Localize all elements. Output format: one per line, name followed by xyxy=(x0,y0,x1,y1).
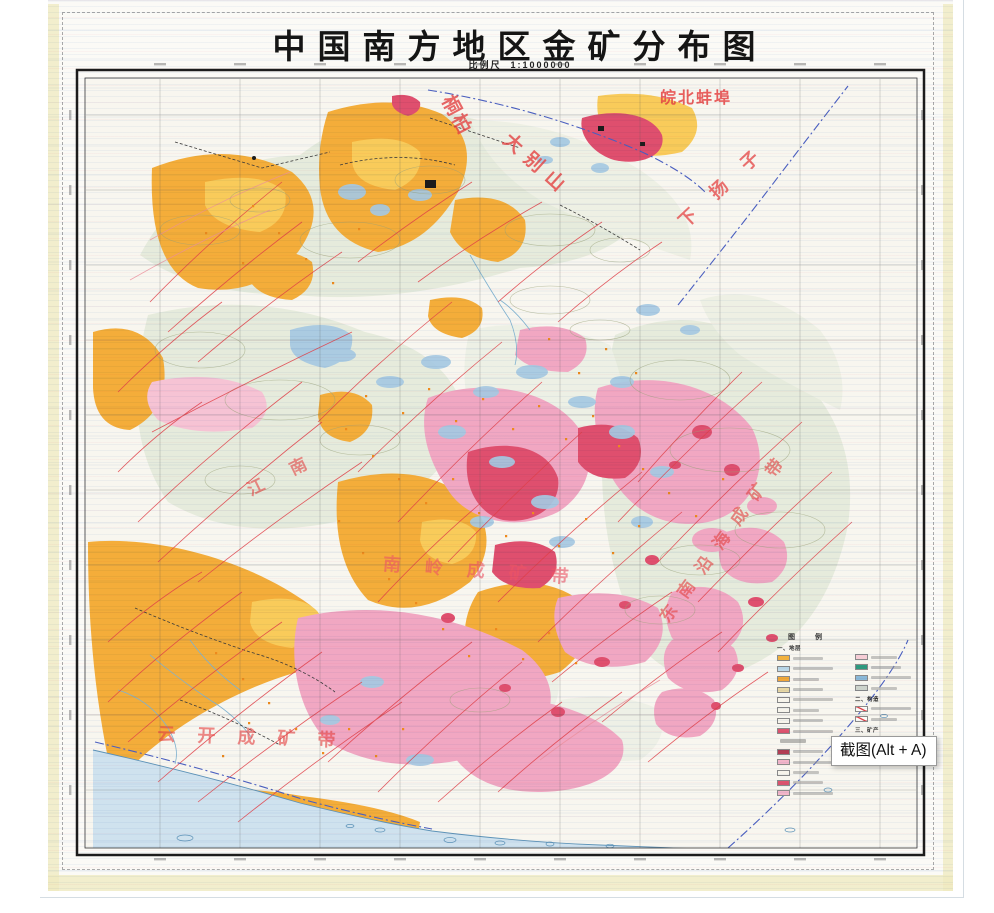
legend-row xyxy=(855,705,935,712)
scale-value: 1:1000000 xyxy=(510,60,572,70)
legend-color-chip xyxy=(855,664,868,671)
legend-row xyxy=(855,685,935,692)
legend-label-illegible xyxy=(793,781,823,785)
fault-lines-light xyxy=(129,171,661,761)
legend-column-left: 一、地层 xyxy=(777,645,853,801)
legend-section-heading: 二、构造 xyxy=(855,696,880,703)
blue-patches xyxy=(290,137,700,766)
legend-section-heading: 一、地层 xyxy=(777,646,802,653)
legend-row xyxy=(777,790,853,797)
legend-color-chip xyxy=(855,716,868,723)
paper-edge-right xyxy=(943,4,953,891)
legend-row xyxy=(855,716,935,723)
legend-color-chip xyxy=(855,674,868,681)
legend-label-illegible xyxy=(793,708,819,712)
legend-label-illegible xyxy=(793,750,823,754)
contour-lines xyxy=(154,165,826,713)
legend-label-illegible xyxy=(871,707,911,711)
legend-row: 二、构造 xyxy=(855,696,935,703)
rivers xyxy=(117,254,531,765)
legend-row xyxy=(777,696,853,703)
legend-label-illegible xyxy=(793,698,833,702)
legend-color-chip xyxy=(777,748,790,755)
legend-label-illegible xyxy=(871,665,901,669)
legend-row: 三、矿产 xyxy=(855,727,935,734)
paper-edge-bottom xyxy=(48,875,953,891)
legend-row: 一、地层 xyxy=(777,645,853,653)
paper-edge-left xyxy=(48,4,59,891)
legend-label-illegible xyxy=(793,729,833,733)
screenshot-tooltip[interactable]: 截图(Alt + A) xyxy=(831,736,937,766)
map-scale: 比例尺 1:1000000 xyxy=(120,58,920,71)
legend-color-chip xyxy=(777,655,790,662)
legend-color-chip xyxy=(777,759,790,766)
legend-color-chip xyxy=(777,696,790,703)
legend-color-chip xyxy=(777,717,790,724)
legend-color-chip xyxy=(855,654,868,661)
legend-title: 图 例 xyxy=(788,634,831,641)
legend-label-illegible xyxy=(793,791,833,795)
legend-color-chip xyxy=(777,779,790,786)
legend-color-chip xyxy=(777,686,790,693)
legend-color-chip xyxy=(777,790,790,797)
map-frame-outer xyxy=(75,68,926,857)
legend-row xyxy=(777,707,853,714)
legend-row xyxy=(777,676,853,683)
tectonic-boundaries xyxy=(94,85,909,848)
legend-row xyxy=(855,654,935,661)
legend-label-illegible xyxy=(780,739,806,744)
legend-color-chip xyxy=(777,676,790,683)
legend-color-chip xyxy=(777,707,790,714)
legend-label-illegible xyxy=(793,677,819,681)
legend-label-illegible xyxy=(871,655,897,659)
map-decorative-border xyxy=(62,12,934,870)
map-label-wanbei-bengbu: 皖北蚌埠 xyxy=(660,90,733,107)
legend-row xyxy=(777,769,853,776)
legend-color-chip xyxy=(777,769,790,776)
legend-row xyxy=(777,748,853,755)
legend-row xyxy=(777,779,853,786)
viewer-page-edge-right xyxy=(963,0,964,898)
legend-label-illegible xyxy=(793,656,823,660)
legend-row xyxy=(777,686,853,693)
legend-row xyxy=(777,728,853,735)
black-symbols xyxy=(252,126,645,188)
fault-lines xyxy=(107,181,853,823)
legend-label-illegible xyxy=(793,719,823,723)
legend-row xyxy=(777,717,853,724)
viewer-page-edge-bottom xyxy=(40,897,964,898)
black-boundaries xyxy=(134,117,641,746)
coordinate-ticks xyxy=(69,63,924,861)
legend-row xyxy=(855,674,935,681)
legend-color-chip xyxy=(777,728,790,735)
legend-row xyxy=(777,665,853,672)
legend-label-illegible xyxy=(793,688,823,692)
legend-color-chip xyxy=(777,665,790,672)
legend-label-illegible xyxy=(871,686,897,690)
legend-color-chip xyxy=(855,705,868,712)
legend-section-heading: 三、矿产 xyxy=(855,727,880,734)
legend-label-illegible xyxy=(793,667,833,671)
legend-row xyxy=(855,664,935,671)
scale-label: 比例尺 xyxy=(468,60,501,70)
legend-label-illegible xyxy=(793,760,833,764)
legend-color-chip xyxy=(855,685,868,692)
legend-row xyxy=(777,738,853,744)
legend-label-illegible xyxy=(793,771,819,775)
map-title: 中国南方地区金矿分布图 xyxy=(272,28,768,65)
legend-row xyxy=(777,759,853,766)
legend-label-illegible xyxy=(871,676,911,680)
legend-label-illegible xyxy=(871,717,897,721)
graticule xyxy=(86,79,916,848)
legend-row xyxy=(777,655,853,662)
map-legend: 图 例 一、地层 xyxy=(770,630,938,815)
map-frame-inner xyxy=(84,77,918,849)
